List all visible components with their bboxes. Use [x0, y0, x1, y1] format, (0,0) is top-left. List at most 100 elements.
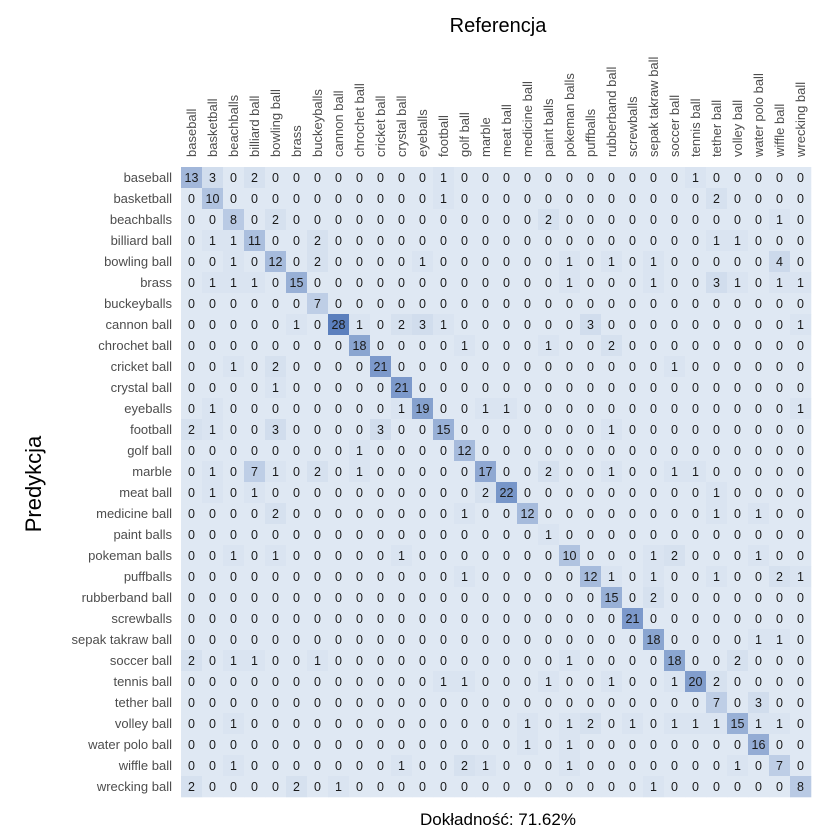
cell-value: 0: [566, 297, 573, 311]
heatmap-cell: [496, 167, 518, 189]
heatmap-cell: [706, 608, 728, 630]
heatmap-cell: [223, 650, 245, 672]
cell-value: 0: [440, 738, 447, 752]
heatmap-cell: [685, 440, 707, 462]
heatmap-cell: [370, 608, 392, 630]
cell-value: 0: [377, 591, 384, 605]
heatmap-cell: [349, 335, 371, 357]
cell-value: 1: [566, 654, 573, 668]
cell-value: 0: [503, 255, 510, 269]
column-label: wiffle ball: [772, 104, 787, 158]
cell-value: 0: [692, 318, 699, 332]
column-label: water polo ball: [751, 73, 766, 158]
cell-value: 0: [209, 213, 216, 227]
heatmap-cell: [307, 377, 329, 399]
heatmap-cell: [370, 272, 392, 294]
heatmap-cell: [643, 587, 665, 609]
cell-value: 0: [356, 276, 363, 290]
cell-value: 0: [482, 675, 489, 689]
cell-value: 0: [251, 717, 258, 731]
cell-value: 0: [461, 318, 468, 332]
column-label: tennis ball: [688, 98, 703, 157]
heatmap-cell: [349, 209, 371, 231]
heatmap-cell: [244, 545, 266, 567]
heatmap-cell: [601, 167, 623, 189]
heatmap-cell: [244, 692, 266, 714]
cell-value: 0: [419, 759, 426, 773]
heatmap-cell: [202, 377, 224, 399]
cell-value: 0: [524, 759, 531, 773]
heatmap-cell: [223, 188, 245, 210]
cell-value: 1: [797, 318, 804, 332]
row-label: beachballs: [110, 212, 173, 227]
heatmap-cell: [664, 671, 686, 693]
cell-value: 12: [458, 444, 472, 458]
heatmap-cell: [643, 461, 665, 483]
heatmap-cell: [475, 755, 497, 777]
cell-value: 0: [608, 171, 615, 185]
cell-value: 0: [293, 675, 300, 689]
cell-value: 1: [461, 570, 468, 584]
heatmap-cell: [601, 608, 623, 630]
cell-value: 0: [776, 234, 783, 248]
heatmap-cell: [454, 209, 476, 231]
heatmap-cell: [601, 650, 623, 672]
cell-value: 0: [314, 780, 321, 794]
heatmap-cell: [475, 230, 497, 252]
cell-value: 0: [419, 654, 426, 668]
cell-value: 1: [209, 486, 216, 500]
cell-value: 0: [608, 444, 615, 458]
heatmap-cell: [496, 524, 518, 546]
heatmap-cell: [496, 314, 518, 336]
cell-value: 0: [734, 507, 741, 521]
cell-value: 0: [398, 444, 405, 458]
heatmap-cell: [496, 587, 518, 609]
cell-value: 0: [335, 213, 342, 227]
cell-value: 0: [482, 255, 489, 269]
cell-value: 0: [230, 675, 237, 689]
cell-value: 0: [671, 759, 678, 773]
cell-value: 0: [482, 444, 489, 458]
heatmap-cell: [412, 671, 434, 693]
heatmap-cell: [286, 776, 308, 798]
cell-value: 0: [587, 402, 594, 416]
heatmap-cell: [223, 629, 245, 651]
heatmap-cell: [202, 251, 224, 273]
cell-value: 1: [230, 276, 237, 290]
cell-value: 0: [314, 528, 321, 542]
heatmap-cell: [286, 734, 308, 756]
cell-value: 0: [251, 360, 258, 374]
cell-value: 0: [293, 255, 300, 269]
cell-value: 0: [251, 528, 258, 542]
heatmap-cell: [517, 503, 539, 525]
cell-value: 0: [293, 507, 300, 521]
cell-value: 1: [797, 402, 804, 416]
heatmap-cell: [412, 755, 434, 777]
heatmap-cell: [748, 650, 770, 672]
cell-value: 0: [314, 171, 321, 185]
cell-value: 0: [629, 465, 636, 479]
heatmap-cell: [412, 482, 434, 504]
heatmap-cell: [517, 251, 539, 273]
cell-value: 0: [692, 654, 699, 668]
heatmap-cell: [538, 377, 560, 399]
cell-value: 0: [377, 780, 384, 794]
cell-value: 0: [650, 192, 657, 206]
heatmap-cell: [517, 482, 539, 504]
heatmap-cell: [601, 251, 623, 273]
cell-value: 0: [356, 570, 363, 584]
cell-value: 0: [587, 171, 594, 185]
cell-value: 1: [230, 759, 237, 773]
cell-value: 22: [500, 486, 514, 500]
heatmap-cell: [685, 335, 707, 357]
heatmap-cell: [349, 398, 371, 420]
heatmap-cell: [727, 251, 749, 273]
heatmap-cell: [265, 545, 287, 567]
cell-value: 0: [419, 171, 426, 185]
heatmap-cell: [790, 608, 812, 630]
row-label: eyeballs: [124, 401, 172, 416]
cell-value: 0: [419, 339, 426, 353]
cell-value: 0: [797, 738, 804, 752]
cell-value: 1: [776, 717, 783, 731]
heatmap-cell: [391, 692, 413, 714]
